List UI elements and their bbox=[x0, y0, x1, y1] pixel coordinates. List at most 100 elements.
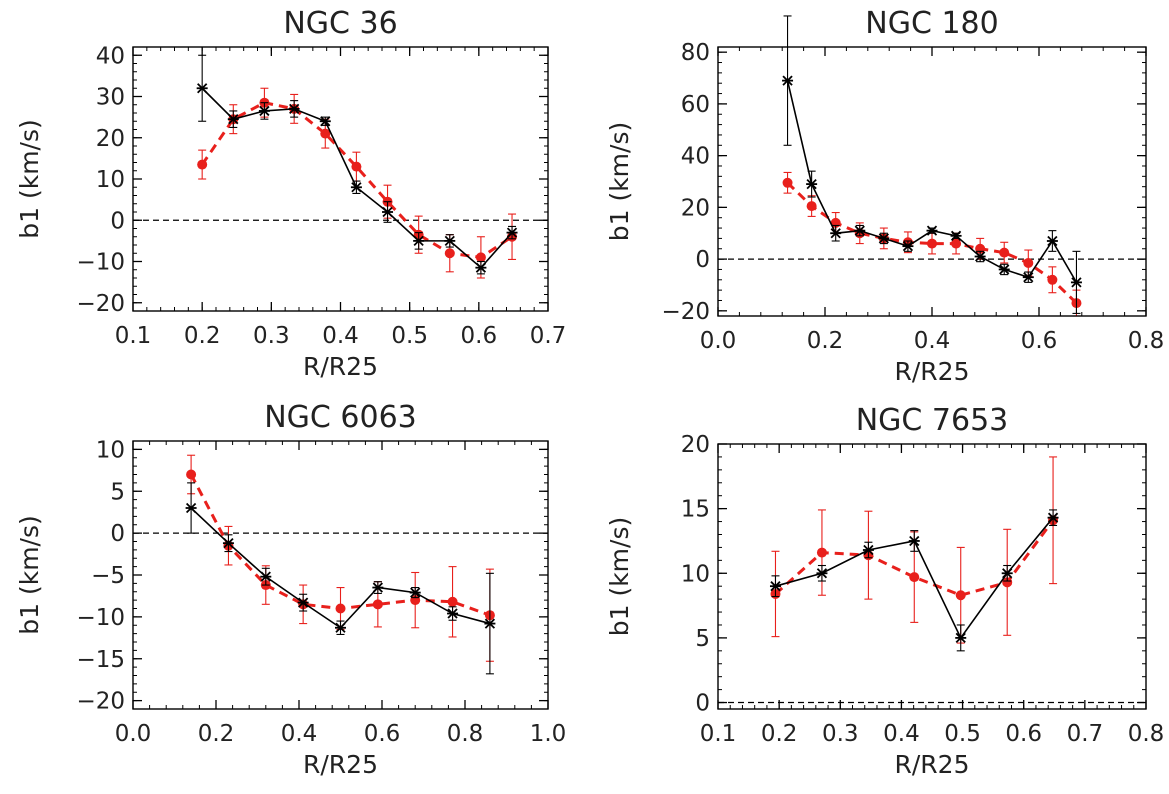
y-tick-label: −20 bbox=[661, 299, 710, 325]
data-point bbox=[185, 502, 197, 514]
data-point bbox=[927, 238, 937, 249]
data-point bbox=[444, 248, 455, 259]
data-point bbox=[227, 114, 239, 125]
x-tick-label: 0.3 bbox=[253, 323, 290, 349]
x-tick-label: 0.4 bbox=[883, 721, 920, 747]
x-tick-label: 0.0 bbox=[700, 328, 737, 354]
x-tick-label: 1.0 bbox=[530, 721, 567, 747]
y-tick-label: 0 bbox=[110, 521, 125, 547]
data-point bbox=[372, 582, 384, 593]
x-tick-label: 0.5 bbox=[944, 721, 981, 747]
y-tick-label: 10 bbox=[96, 437, 125, 463]
x-tick-label: 0.4 bbox=[914, 328, 951, 354]
data-point bbox=[1047, 274, 1058, 285]
data-point bbox=[447, 608, 459, 619]
x-tick-label: 0.8 bbox=[447, 721, 484, 747]
y-tick-label: 20 bbox=[681, 432, 710, 458]
series-black bbox=[196, 54, 518, 275]
y-tick-label: 30 bbox=[96, 85, 125, 111]
data-point bbox=[955, 590, 966, 601]
y-tick-label: 10 bbox=[96, 167, 125, 193]
y-tick-label: −15 bbox=[76, 647, 125, 673]
plot-frame bbox=[717, 443, 1147, 710]
data-point bbox=[444, 235, 456, 247]
y-axis-label: b1 (km/s) bbox=[15, 515, 44, 635]
y-axis-label: b1 (km/s) bbox=[605, 517, 634, 637]
panel-1: NGC 36 0.1 0.2 0.3 0.4 0.5 0.6 0.7 −20 −10 0 10 20 30… bbox=[15, 6, 566, 381]
data-point bbox=[951, 238, 962, 249]
data-point bbox=[258, 105, 270, 117]
x-tick-label: 0.6 bbox=[461, 323, 498, 349]
data-point bbox=[1001, 568, 1013, 579]
x-tick-label: 0.6 bbox=[364, 721, 401, 747]
data-point bbox=[854, 225, 866, 236]
panel-4: NGC 7653 0.1 0.2 0.3 0.4 0.5 0.6 0.7 0.8 0 5 10 15 20… bbox=[605, 403, 1164, 779]
data-point bbox=[878, 233, 890, 244]
x-tick-label: 0.0 bbox=[115, 721, 152, 747]
x-tick-label: 0.7 bbox=[1067, 721, 1104, 747]
data-point bbox=[335, 622, 346, 633]
data-point bbox=[974, 251, 986, 262]
x-tick-label: 0.6 bbox=[1005, 721, 1042, 747]
x-tick-label: 0.4 bbox=[322, 323, 359, 349]
plot-frame bbox=[717, 46, 1147, 317]
x-axis-label: R/R25 bbox=[303, 750, 378, 779]
data-point bbox=[372, 599, 383, 610]
x-axis-label: R/R25 bbox=[895, 357, 970, 386]
data-point bbox=[320, 128, 331, 139]
chart-title: NGC 180 bbox=[865, 6, 998, 41]
x-tick-label: 0.2 bbox=[184, 323, 221, 349]
data-point bbox=[1022, 272, 1034, 283]
data-point bbox=[806, 178, 818, 190]
panel-3: NGC 6063 0.0 0.2 0.4 0.6 0.8 1.0 −20 −15 −10 −5 0 5 1… bbox=[15, 400, 566, 779]
data-point bbox=[769, 581, 781, 592]
data-point bbox=[806, 201, 817, 212]
y-tick-label: 40 bbox=[96, 43, 125, 69]
chart-title: NGC 6063 bbox=[264, 400, 417, 435]
data-point bbox=[816, 547, 827, 558]
data-point bbox=[1046, 235, 1058, 247]
x-axis-label: R/R25 bbox=[895, 750, 970, 779]
chart-title: NGC 36 bbox=[283, 6, 397, 41]
y-tick-label: 0 bbox=[695, 691, 710, 717]
y-tick-label: 20 bbox=[681, 195, 710, 221]
series-red bbox=[782, 171, 1082, 317]
data-point bbox=[782, 177, 793, 188]
y-tick-label: 40 bbox=[681, 144, 710, 170]
y-tick-label: 80 bbox=[681, 40, 710, 66]
data-point bbox=[862, 544, 874, 556]
minor-ticks bbox=[717, 47, 1147, 316]
y-tick-label: −10 bbox=[76, 605, 125, 631]
y-axis-label: b1 (km/s) bbox=[605, 122, 634, 242]
y-tick-label: 5 bbox=[695, 626, 710, 652]
data-point bbox=[196, 83, 208, 94]
y-tick-label: −20 bbox=[76, 689, 125, 715]
data-point bbox=[830, 228, 842, 239]
data-point bbox=[782, 75, 794, 86]
y-tick-label: 60 bbox=[681, 92, 710, 118]
chart-title: NGC 7653 bbox=[856, 403, 1009, 438]
data-point bbox=[506, 227, 518, 238]
data-point bbox=[908, 535, 920, 547]
data-point bbox=[955, 632, 967, 644]
y-tick-label: 15 bbox=[681, 497, 710, 523]
x-tick-label: 0.2 bbox=[198, 721, 235, 747]
x-tick-label: 0.4 bbox=[281, 721, 318, 747]
data-point bbox=[351, 161, 362, 172]
data-point bbox=[413, 235, 425, 247]
data-point bbox=[350, 182, 362, 193]
data-point bbox=[1047, 512, 1059, 523]
plot-frame bbox=[132, 440, 549, 710]
x-tick-label: 0.1 bbox=[700, 721, 737, 747]
data-point bbox=[1070, 277, 1082, 288]
series-black bbox=[769, 509, 1059, 652]
x-tick-label: 0.8 bbox=[1128, 721, 1165, 747]
data-point bbox=[475, 252, 486, 263]
data-point bbox=[475, 262, 487, 273]
series-black bbox=[185, 482, 496, 675]
data-point bbox=[926, 225, 938, 236]
plot-frame bbox=[132, 46, 549, 312]
y-tick-label: −10 bbox=[76, 250, 125, 276]
data-point bbox=[260, 571, 272, 582]
